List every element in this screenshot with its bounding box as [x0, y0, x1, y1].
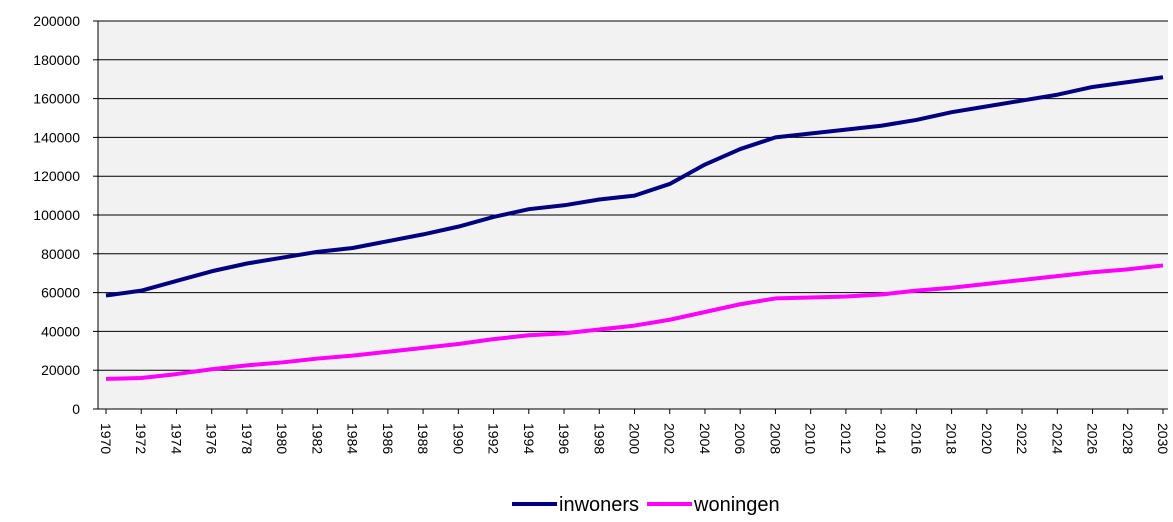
x-tick-label: 1994 — [521, 423, 537, 454]
x-tick-label: 2014 — [873, 423, 889, 454]
x-tick-label: 1988 — [415, 423, 431, 454]
y-tick-label: 120000 — [33, 168, 80, 184]
y-tick-label: 20000 — [41, 362, 80, 378]
y-tick-label: 0 — [72, 401, 80, 417]
x-tick-label: 1974 — [168, 423, 184, 454]
x-tick-label: 2030 — [1155, 423, 1171, 454]
x-tick-label: 1998 — [591, 423, 607, 454]
y-tick-label: 140000 — [33, 129, 80, 145]
x-tick-label: 2000 — [627, 423, 643, 454]
x-tick-label: 2020 — [979, 423, 995, 454]
y-tick-label: 200000 — [33, 13, 80, 29]
y-tick-label: 100000 — [33, 207, 80, 223]
x-tick-label: 2006 — [732, 423, 748, 454]
x-tick-label: 2028 — [1120, 423, 1136, 454]
x-tick-label: 1986 — [380, 423, 396, 454]
x-tick-label: 1992 — [486, 423, 502, 454]
x-tick-label: 1970 — [98, 423, 114, 454]
x-tick-label: 2026 — [1085, 423, 1101, 454]
x-tick-label: 1984 — [345, 423, 361, 454]
y-tick-label: 80000 — [41, 246, 80, 262]
x-tick-label: 2024 — [1049, 423, 1065, 454]
x-tick-label: 2008 — [767, 423, 783, 454]
x-tick-label: 2012 — [838, 423, 854, 454]
series-line — [105, 263, 1164, 381]
y-tick-label: 40000 — [41, 323, 80, 339]
y-tick-label: 60000 — [41, 285, 80, 301]
x-tick-label: 1972 — [133, 423, 149, 454]
x-tick-label: 1976 — [204, 423, 220, 454]
x-tick-label: 1996 — [556, 423, 572, 454]
x-tick-label: 2018 — [944, 423, 960, 454]
x-tick-label: 2002 — [662, 423, 678, 454]
legend-label: inwoners — [559, 494, 639, 516]
series-line — [105, 75, 1164, 298]
x-tick-label: 2010 — [803, 423, 819, 454]
y-tick-label: 160000 — [33, 91, 80, 107]
x-tick-label: 1978 — [239, 423, 255, 454]
x-tick-label: 1982 — [309, 423, 325, 454]
x-tick-label: 2016 — [908, 423, 924, 454]
legend-label: woningen — [693, 494, 780, 516]
x-tick-label: 2022 — [1014, 423, 1030, 454]
x-tick-label: 2004 — [697, 423, 713, 454]
x-tick-label: 1980 — [274, 423, 290, 454]
x-tick-label: 1990 — [450, 423, 466, 454]
y-tick-label: 180000 — [33, 52, 80, 68]
